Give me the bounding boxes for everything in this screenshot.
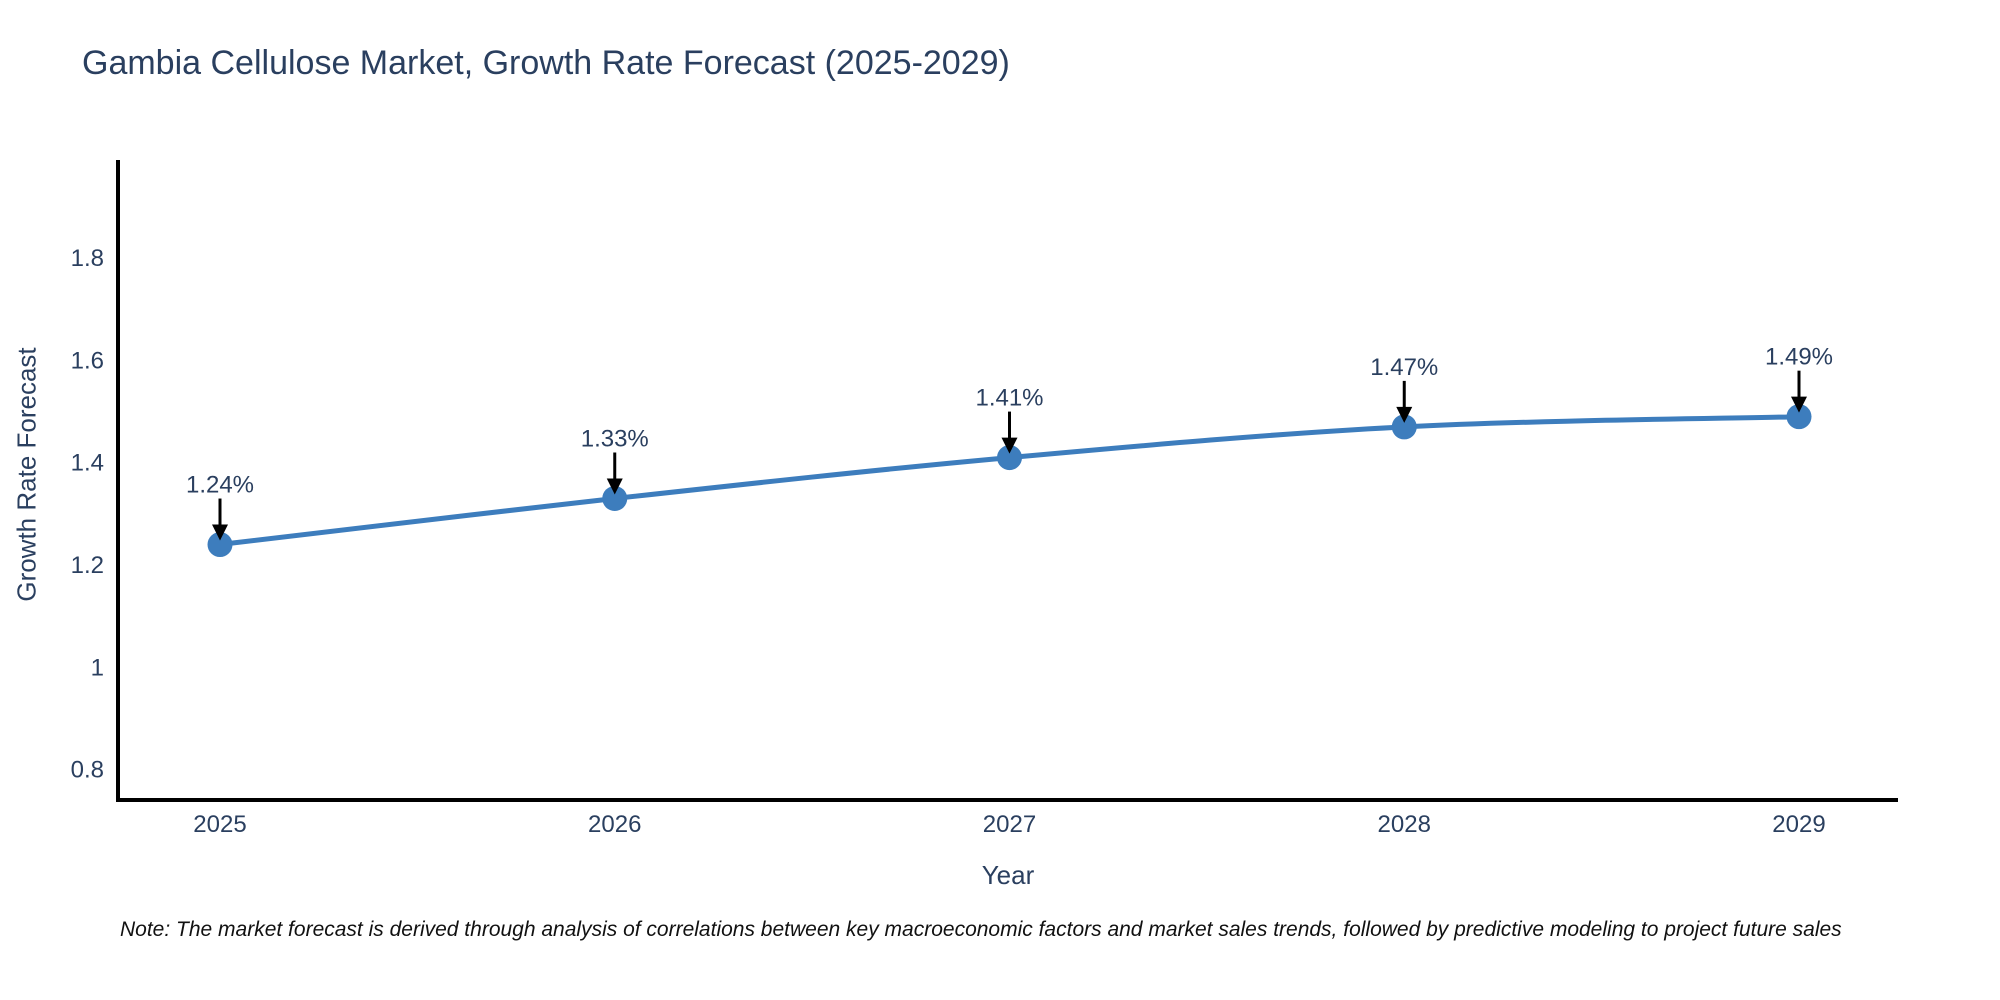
chart-title: Gambia Cellulose Market, Growth Rate For… [82, 44, 1010, 82]
y-tick-label-1.2: 1.2 [71, 552, 104, 579]
annotation-arrowhead-2029 [1791, 396, 1807, 413]
annotation-label-2029: 1.49% [1765, 344, 1833, 371]
x-axis-title: Year [981, 860, 1035, 890]
x-tick-label-2027: 2027 [983, 811, 1036, 838]
x-tick-label-2029: 2029 [1772, 811, 1825, 838]
annotation-arrowhead-2025 [212, 524, 228, 541]
data-point-2028[interactable] [1391, 414, 1417, 440]
y-tick-label-1.8: 1.8 [71, 245, 104, 272]
annotation-arrowhead-2028 [1396, 406, 1413, 423]
y-tick-label-1: 1 [91, 654, 104, 681]
annotation-arrowhead-2027 [1001, 437, 1018, 454]
data-point-2029[interactable] [1786, 404, 1812, 430]
y-tick-label-1.4: 1.4 [71, 450, 104, 477]
annotation-label-2025: 1.24% [186, 472, 254, 499]
data-point-2027[interactable] [997, 445, 1022, 471]
x-tick-label-2025: 2025 [193, 811, 246, 838]
x-tick-label-2026: 2026 [588, 811, 641, 838]
annotation-label-2028: 1.47% [1370, 354, 1438, 381]
data-point-2025[interactable] [207, 532, 233, 558]
data-point-2026[interactable] [602, 486, 628, 512]
annotation-arrowhead-2026 [606, 478, 623, 495]
annotation-label-2027: 1.41% [975, 385, 1043, 412]
note-text: Note: The market forecast is derived thr… [120, 918, 1842, 941]
annotation-label-2026: 1.33% [581, 426, 649, 453]
y-tick-label-1.6: 1.6 [71, 347, 104, 374]
y-tick-label-0.8: 0.8 [71, 757, 104, 784]
x-tick-label-2028: 2028 [1378, 811, 1431, 838]
